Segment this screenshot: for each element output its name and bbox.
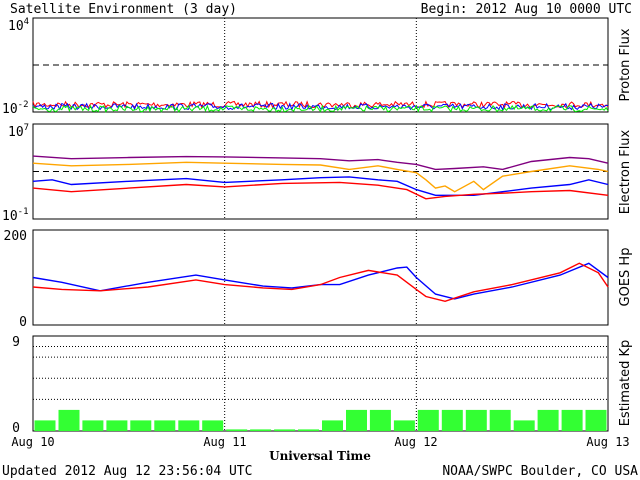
kp-bar xyxy=(417,409,439,431)
electron-ytick-top: 107 xyxy=(8,123,29,140)
kp-ytick-bottom: 0 xyxy=(12,421,20,436)
proton-flux-panel: 104 10-2 Proton Flux xyxy=(2,17,633,117)
proton-ytick-top: 104 xyxy=(8,17,29,34)
xtick-aug12: Aug 12 xyxy=(394,435,437,449)
kp-bar xyxy=(106,420,128,431)
kp-bar xyxy=(82,420,104,431)
proton-series-red xyxy=(32,100,609,109)
electron-flux-panel: 107 10-1 Electron Flux xyxy=(2,123,633,224)
kp-bar xyxy=(154,420,176,431)
kp-bar xyxy=(513,420,535,431)
proton-ylabel: Proton Flux xyxy=(618,28,633,101)
chart-title: Satellite Environment (3 day) xyxy=(10,2,237,17)
updated-time: Updated 2012 Aug 12 23:56:04 UTC xyxy=(2,464,252,479)
kp-bar xyxy=(298,429,319,431)
hp-ytick-top: 200 xyxy=(4,229,27,244)
kp-ytick-top: 9 xyxy=(12,335,20,350)
electron-frame xyxy=(32,123,609,220)
credit: NOAA/SWPC Boulder, CO USA xyxy=(442,464,638,479)
kp-bar xyxy=(250,429,272,431)
kp-bar xyxy=(202,420,224,431)
kp-bar xyxy=(226,429,248,431)
kp-ylabel: Estimated Kp xyxy=(618,340,633,427)
data-layer xyxy=(32,18,609,431)
kp-bar xyxy=(58,409,80,431)
kp-bar xyxy=(489,409,511,431)
kp-bar xyxy=(322,420,343,431)
electron-series-blue xyxy=(32,176,609,196)
kp-bar xyxy=(130,420,152,431)
hp-frame xyxy=(32,229,609,326)
proton-frame xyxy=(32,17,609,113)
kp-bar xyxy=(178,420,200,431)
kp-bar xyxy=(561,409,583,431)
electron-series-orange xyxy=(32,161,609,193)
kp-bar xyxy=(34,420,56,431)
kp-bar xyxy=(441,409,463,431)
kp-bar xyxy=(465,409,487,431)
xtick-aug10: Aug 10 xyxy=(11,435,54,449)
kp-bar xyxy=(274,429,296,431)
kp-bar xyxy=(346,409,367,431)
begin-time: Begin: 2012 Aug 10 0000 UTC xyxy=(421,2,632,17)
kp-bar xyxy=(585,409,607,431)
kp-bar xyxy=(369,409,391,431)
electron-series-purple xyxy=(32,155,609,171)
kp-frame xyxy=(32,335,609,432)
xtick-aug11: Aug 11 xyxy=(203,435,246,449)
electron-series-red xyxy=(32,181,609,200)
goes_hp-series-blue xyxy=(32,262,609,300)
goes-hp-panel: 200 0 GOES Hp xyxy=(4,229,633,330)
proton-series-green xyxy=(32,104,609,113)
hp-ytick-bottom: 0 xyxy=(19,315,27,330)
xaxis-label: Universal Time xyxy=(269,449,371,463)
kp-bar xyxy=(537,409,559,431)
hp-ylabel: GOES Hp xyxy=(618,248,633,307)
electron-ytick-bottom: 10-1 xyxy=(2,207,29,224)
electron-ylabel: Electron Flux xyxy=(618,129,633,214)
proton-ytick-bottom: 10-2 xyxy=(2,100,29,117)
goes_hp-series-red xyxy=(32,262,609,303)
xtick-aug13: Aug 13 xyxy=(586,435,629,449)
kp-bar xyxy=(393,420,415,431)
kp-panel: 9 0 Estimated Kp xyxy=(12,335,633,436)
